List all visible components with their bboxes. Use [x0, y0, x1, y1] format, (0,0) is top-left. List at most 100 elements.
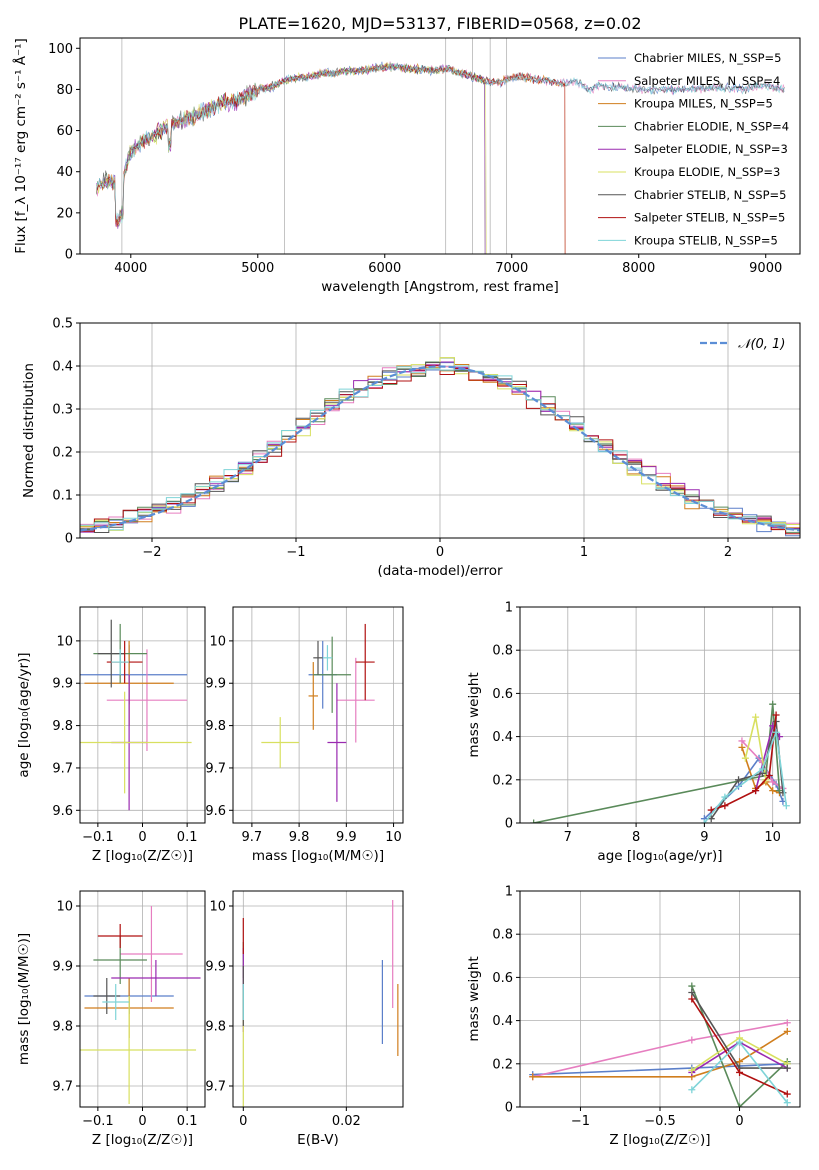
weight-line [741, 740, 784, 790]
y-tick-label: 9.7 [205, 1080, 226, 1095]
y-tick-label: 9.9 [205, 677, 226, 692]
y-tick-label: 0.4 [492, 1014, 513, 1029]
x-tick-label: 8000 [622, 261, 655, 276]
x-tick-label: 0 [436, 545, 444, 560]
x-tick-label: 7000 [495, 261, 528, 276]
x-tick-label: −2 [142, 545, 161, 560]
chart-mass_vs_Z: −0.1 0 0.1 9.7 9.8 9.9 10 Z [log₁₀(Z/Z☉)] mass [… [16, 890, 206, 1148]
plot-area [242, 900, 399, 1107]
axes-frame [232, 606, 404, 824]
x-tick-label: 9.7 [242, 830, 263, 845]
x-tick-label: 1 [580, 545, 588, 560]
spectrum-line [96, 62, 486, 254]
x-axis-label: Z [log₁₀(Z/Z☉)] [92, 1132, 193, 1148]
y-tick-label: 9.8 [205, 719, 226, 734]
weight-marker [707, 806, 715, 814]
y-tick-label: 9.9 [205, 960, 226, 975]
weight-marker [772, 728, 780, 736]
weight-marker [783, 1027, 791, 1035]
y-tick-label: 1 [505, 601, 513, 616]
spectrum-line [96, 63, 566, 254]
weight-marker [769, 700, 777, 708]
y-tick-label: 0 [505, 1101, 513, 1116]
y-tick-label: 0.2 [52, 446, 73, 461]
y-tick-label: 0.5 [52, 317, 73, 332]
y-tick-label: 10 [56, 634, 73, 649]
plot-area [529, 982, 791, 1107]
plot-area [80, 906, 201, 1104]
weight-marker [783, 1064, 791, 1072]
x-tick-label: 9 [700, 830, 708, 845]
x-tick-label: 7 [564, 830, 572, 845]
weight-marker [700, 819, 708, 823]
weight-marker [765, 771, 773, 779]
y-tick-label: 10 [209, 900, 226, 915]
x-tick-label: 0 [239, 1114, 247, 1129]
axes-frame [232, 890, 404, 1108]
y-tick-label: 80 [56, 83, 73, 98]
y-tick-label: 1 [505, 885, 513, 900]
y-tick-label: 9.9 [52, 677, 73, 692]
x-tick-label: 9.8 [289, 830, 310, 845]
legend-entry: 𝒩(0, 1) [738, 337, 785, 352]
chart-mass_weight_vs_age: 7 8 9 10 0 0.2 0.4 0.6 0.8 1 age [log₁₀(age/yr)] ma… [466, 601, 801, 864]
chart-mass_vs_EBV: 0 0.02 9.7 9.8 9.9 10 E(B-V) [205, 890, 404, 1148]
legend-entry: Chabrier ELODIE, N_SSP=4 [634, 119, 789, 133]
y-axis-label: mass weight [466, 956, 482, 1041]
x-tick-label: −0.1 [82, 1114, 114, 1129]
spectrum-line [96, 61, 486, 254]
spectrum-line [96, 63, 487, 254]
weight-marker [783, 1019, 791, 1027]
normal-curve [80, 365, 800, 532]
weight-line [710, 721, 784, 820]
y-tick-label: 9.7 [52, 761, 73, 776]
chart-mass_weight_vs_Z: −1 −0.5 0 0 0.2 0.4 0.6 0.8 1 Z [log₁₀(Z/Z☉)] mass… [466, 885, 801, 1148]
x-axis-label: age [log₁₀(age/yr)] [597, 848, 722, 864]
legend-entry: Salpeter STELIB, N_SSP=5 [634, 211, 785, 225]
x-tick-label: 9000 [749, 261, 782, 276]
x-tick-label: −1 [571, 1114, 590, 1129]
y-axis-label: mass [log₁₀(M/M☉)] [16, 933, 32, 1065]
x-tick-label: 5000 [241, 261, 274, 276]
y-tick-label: 0.8 [492, 644, 513, 659]
weight-marker [721, 793, 729, 801]
chart-residuals: 𝒩(0, 1) −2 −1 0 1 2 0 0.1 0.2 0.3 0.4 0.5 (data-mode… [21, 317, 801, 579]
weight-marker [707, 815, 715, 823]
y-tick-label: 20 [56, 206, 73, 221]
weight-marker [529, 1073, 537, 1081]
y-tick-label: 10 [56, 900, 73, 915]
x-tick-label: −0.1 [82, 830, 114, 845]
y-tick-label: 0.6 [492, 687, 513, 702]
x-tick-label: 9.9 [336, 830, 357, 845]
y-tick-label: 9.8 [52, 1020, 73, 1035]
y-tick-label: 10 [209, 634, 226, 649]
x-tick-label: −1 [286, 545, 305, 560]
weight-marker [782, 802, 790, 810]
x-axis-label: Z [log₁₀(Z/Z☉)] [609, 1132, 710, 1148]
y-tick-label: 0 [505, 817, 513, 832]
x-tick-label: 4000 [114, 261, 147, 276]
legend-entry: Chabrier STELIB, N_SSP=5 [634, 188, 786, 202]
x-axis-label: Z [log₁₀(Z/Z☉)] [92, 848, 193, 864]
legend-entry: Kroupa STELIB, N_SSP=5 [634, 233, 778, 247]
weight-marker [783, 1090, 791, 1098]
plot-area [80, 357, 800, 537]
weight-marker [688, 982, 696, 990]
weight-marker [530, 819, 538, 823]
weight-line [532, 1030, 788, 1078]
weight-marker [752, 787, 760, 795]
y-axis-label: Flux [f_λ 10⁻¹⁷ erg cm⁻² s⁻¹ Å⁻¹] [12, 38, 29, 254]
plot-area [80, 619, 192, 811]
y-tick-label: 0.3 [52, 403, 73, 418]
chart-spectrum: Chabrier MILES, N_SSP=5 Salpeter MILES, N… [12, 37, 801, 295]
x-tick-label: 0 [138, 1114, 146, 1129]
x-axis-label: (data-model)/error [377, 563, 503, 579]
x-tick-label: 0.02 [332, 1114, 361, 1129]
y-tick-label: 0.2 [492, 1057, 513, 1072]
weight-marker [736, 1068, 744, 1076]
weight-marker [735, 776, 743, 784]
legend-entry: Kroupa ELODIE, N_SSP=3 [634, 165, 780, 179]
x-axis-label: mass [log₁₀(M/M☉)] [252, 848, 384, 864]
weight-marker [783, 1099, 791, 1107]
